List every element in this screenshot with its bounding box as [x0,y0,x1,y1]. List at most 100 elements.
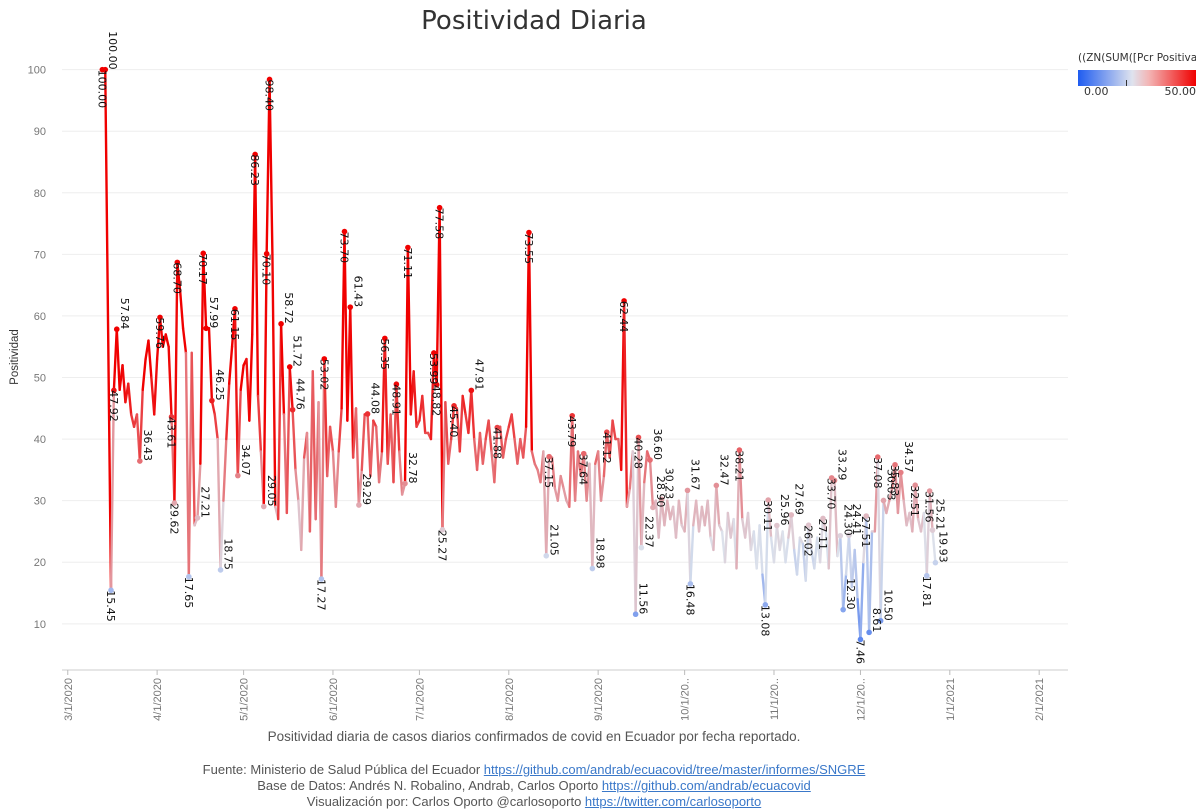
x-tick-label: 2/1/2021 [1034,678,1046,721]
line-segment [279,322,286,416]
data-point [569,412,576,419]
line-segment [202,252,208,330]
database-label: Base de Datos: Andrés N. Robalino, Andra… [257,778,599,793]
data-label: 61.15 [228,309,241,341]
data-label: 17.81 [920,576,933,608]
data-point [762,602,769,608]
data-point [321,356,328,362]
visualization-link[interactable]: https://twitter.com/carlosoporto [584,794,762,809]
data-point [217,567,224,573]
line-segment [637,436,643,549]
data-point [546,453,552,460]
data-point [102,66,109,73]
line-segment [841,573,848,611]
y-tick-label: 60 [34,311,46,323]
data-point [863,513,870,519]
line-segment [199,252,205,465]
line-segment [622,299,629,509]
data-label: 70.10 [260,254,273,286]
data-label: 24.41 [850,504,863,536]
data-point [203,325,209,332]
line-segment [138,388,144,463]
y-tick-label: 50 [34,373,46,385]
line-segment [288,365,294,411]
data-label: 31.56 [923,491,936,522]
line-segment [115,328,121,392]
data-label: 33.29 [836,449,849,481]
data-point [318,576,325,582]
line-segment [441,400,447,531]
line-segment [498,425,505,459]
data-point [929,527,936,533]
x-tick-label: 8/1/2020 [504,678,516,721]
data-point [157,314,163,321]
data-label: 77.58 [433,208,446,240]
data-point [638,544,645,551]
data-label: 33.70 [825,478,838,510]
data-label: 19.93 [936,531,949,563]
database-line: Base de Datos: Andrés N. Robalino, Andra… [0,778,1068,793]
x-tick-label: 6/1/2020 [328,678,340,721]
source-line: Fuente: Ministerio de Salud Pública del … [0,762,1068,777]
line-segment [421,394,427,435]
line-segment [357,468,363,507]
x-tick-label: 4/1/2020 [152,678,164,721]
data-label: 22.37 [642,516,655,548]
database-link[interactable]: https://github.com/andrab/ecuacovid [601,778,811,793]
line-segment [398,450,404,496]
line-segment [227,345,234,385]
line-segment [902,499,908,527]
line-segment [369,419,375,478]
line-segment [602,430,608,478]
data-point [171,500,178,506]
line-segment [176,261,182,293]
data-point [713,482,720,489]
data-point [382,335,388,342]
gridlines [62,69,1068,625]
line-segment [196,462,202,520]
data-label: 27.11 [816,518,829,550]
data-point [168,414,175,420]
data-label: 11.56 [637,583,650,615]
line-segment [438,206,444,531]
data-label: 28.90 [654,476,667,508]
line-segment [449,404,456,441]
line-segment [689,524,695,586]
data-point [266,76,273,83]
line-segment [784,536,790,564]
line-segment [173,261,179,505]
line-segment [767,498,773,539]
data-label: 46.25 [213,369,226,401]
data-label: 38.21 [732,450,745,482]
data-label: 25.96 [778,494,791,526]
line-segment [738,448,744,521]
data-point [650,504,656,511]
data-points [99,66,939,643]
y-tick-label: 30 [34,496,46,508]
data-point [439,526,446,533]
line-segment [383,337,389,465]
y-tick-label: 100 [28,65,46,77]
data-label: 41.12 [600,432,613,464]
data-label: 30.23 [663,468,676,500]
x-tick-label: 1/1/2021 [945,678,957,721]
line-segment [550,456,557,490]
legend-gradient-bar [1078,70,1196,86]
line-segment [879,499,885,622]
data-label: 15.45 [104,590,117,622]
data-label: 41.88 [490,428,503,460]
source-link[interactable]: https://github.com/andrab/ecuacovid/tree… [483,762,866,777]
data-label: 44.76 [294,378,307,410]
data-label: 48.91 [389,384,402,416]
y-tick-label: 10 [34,619,46,631]
line-segment [833,479,839,558]
data-point [200,250,207,257]
data-label: 8.61 [870,608,883,633]
data-label: 68.70 [170,262,183,294]
line-segment [818,517,825,564]
data-label: 57.84 [118,298,131,330]
data-point [137,458,143,464]
data-point [232,306,238,312]
data-point [186,573,192,580]
line-segment [914,484,920,521]
